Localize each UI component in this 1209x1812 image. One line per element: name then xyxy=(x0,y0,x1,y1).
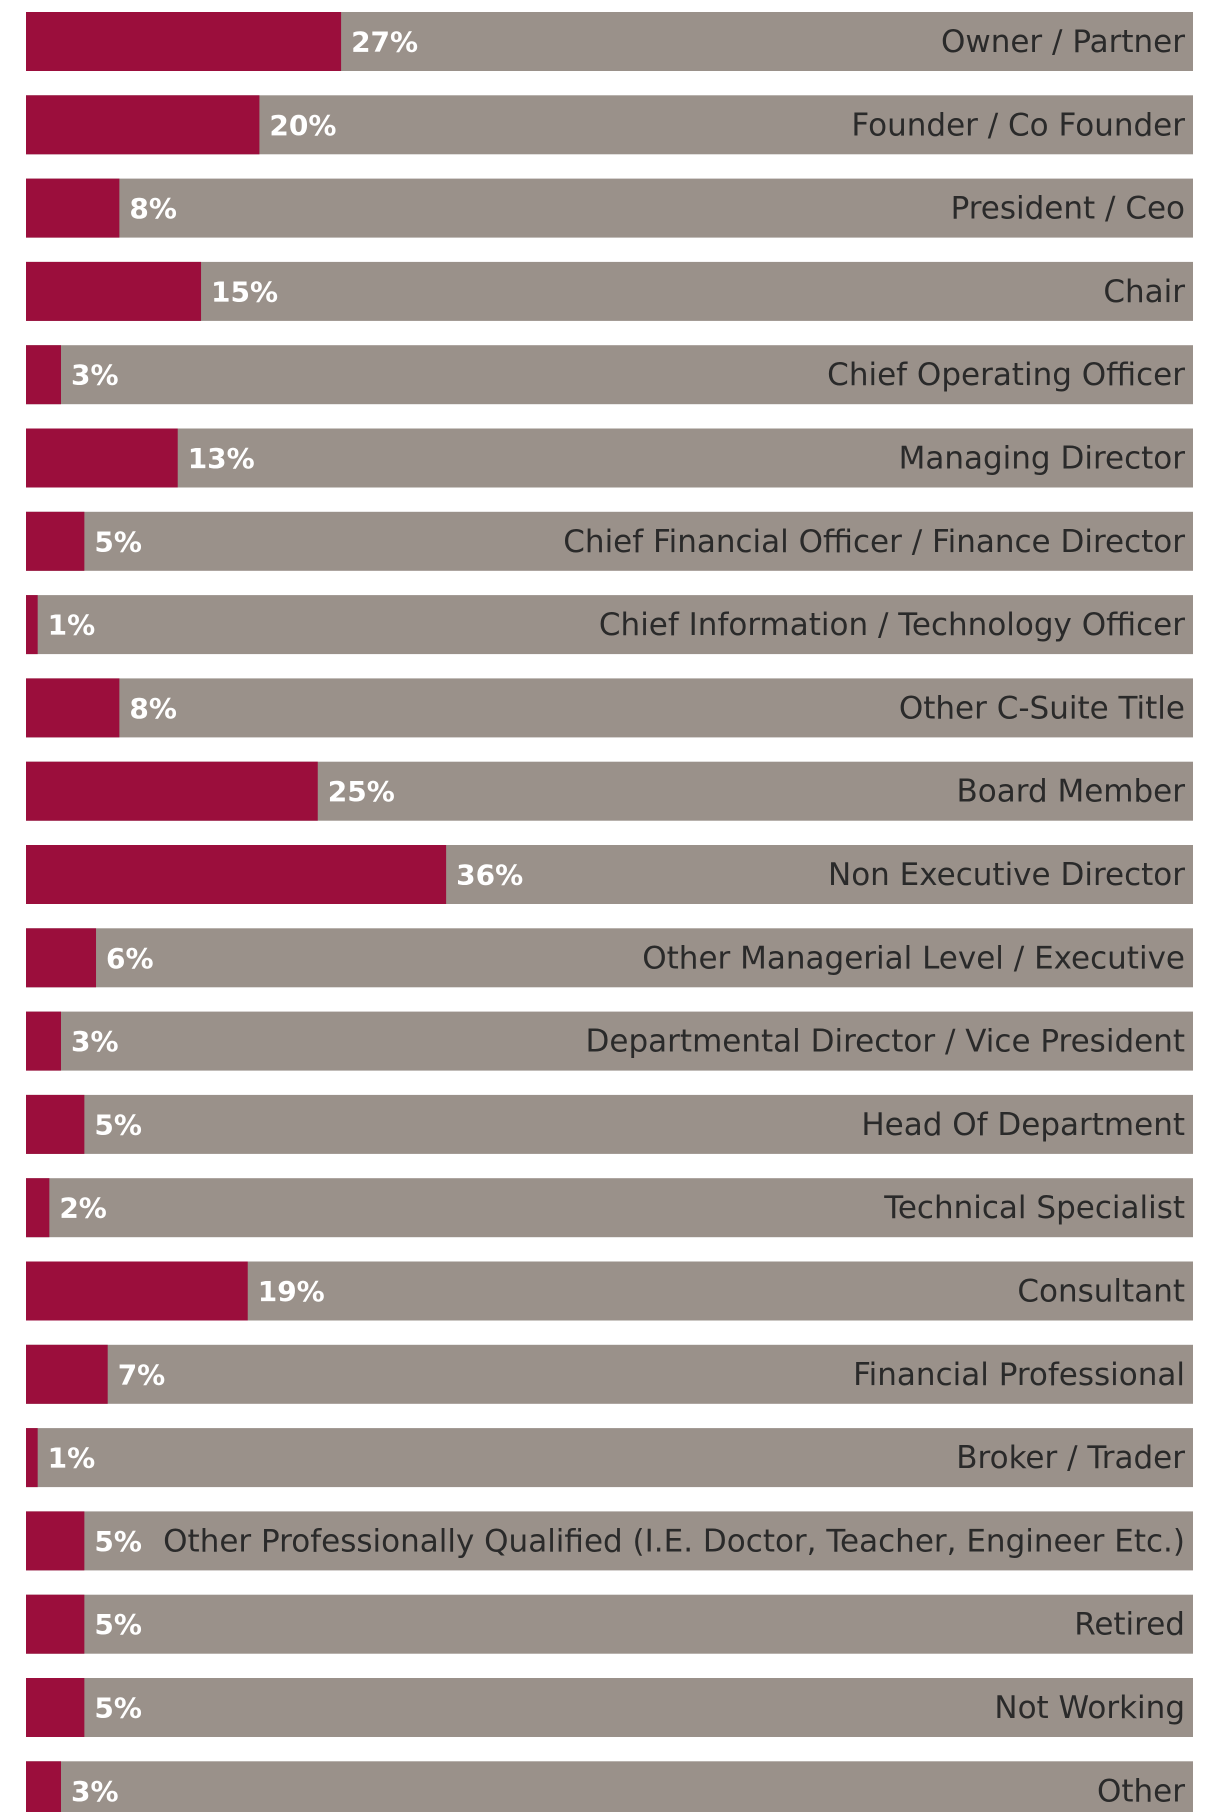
category-label: Departmental Director / Vice President xyxy=(586,1024,1185,1060)
category-label: Not Working xyxy=(994,1690,1185,1726)
value-label: 3% xyxy=(71,359,119,392)
bar xyxy=(26,1594,85,1654)
bar-track xyxy=(26,345,1193,405)
category-label: Financial Professional xyxy=(853,1357,1185,1393)
bar-track xyxy=(26,178,1193,238)
bar xyxy=(26,345,62,405)
value-label: 2% xyxy=(59,1192,107,1225)
value-label: 6% xyxy=(106,942,154,975)
bar xyxy=(26,1011,62,1071)
bar xyxy=(26,261,202,321)
value-label: 15% xyxy=(211,275,278,308)
category-label: Owner / Partner xyxy=(941,24,1185,60)
category-label: Chief Information / Technology Officer xyxy=(599,607,1185,643)
category-label: Non Executive Director xyxy=(828,857,1185,893)
value-label: 5% xyxy=(94,1108,142,1141)
bar-track xyxy=(26,1344,1193,1404)
value-label: 25% xyxy=(328,775,395,808)
category-label: Chair xyxy=(1103,274,1185,310)
bar-track xyxy=(26,1594,1193,1654)
category-label: Other Professionally Qualified (I.E. Doc… xyxy=(163,1523,1185,1559)
bar xyxy=(26,761,318,821)
category-label: Retired xyxy=(1074,1607,1185,1643)
bar xyxy=(26,1761,62,1812)
bar xyxy=(26,1261,248,1321)
bar-track xyxy=(26,928,1193,988)
bar xyxy=(26,1678,85,1737)
bar-track xyxy=(26,1511,1193,1571)
bar-track xyxy=(26,1178,1193,1238)
value-label: 1% xyxy=(48,1442,96,1475)
bar xyxy=(26,928,97,988)
value-label: 20% xyxy=(269,109,336,142)
category-label: Consultant xyxy=(1017,1274,1185,1310)
bar-track xyxy=(26,511,1193,571)
bar xyxy=(26,95,260,155)
category-label: Other C-Suite Title xyxy=(899,690,1185,726)
bar xyxy=(26,1511,85,1571)
bar-track xyxy=(26,595,1193,655)
bar xyxy=(26,511,85,571)
value-label: 3% xyxy=(71,1775,119,1808)
value-label: 5% xyxy=(94,1525,142,1558)
category-label: Other Managerial Level / Executive xyxy=(642,940,1185,976)
value-label: 3% xyxy=(71,1025,119,1058)
category-label: Broker / Trader xyxy=(956,1440,1185,1476)
bar-track xyxy=(26,1678,1193,1737)
bar-track xyxy=(26,1761,1193,1812)
category-label: Chief Financial Officer / Finance Direct… xyxy=(563,524,1185,560)
bar-track xyxy=(26,678,1193,738)
bar-track xyxy=(26,1428,1193,1488)
value-label: 27% xyxy=(351,26,418,59)
value-label: 8% xyxy=(129,692,177,725)
value-label: 13% xyxy=(188,442,255,475)
bar xyxy=(26,678,120,738)
bar-track xyxy=(26,428,1193,488)
category-label: Chief Operating Officer xyxy=(827,357,1185,393)
bar xyxy=(26,1344,108,1404)
bar xyxy=(26,1428,38,1488)
bar xyxy=(26,1094,85,1154)
value-label: 8% xyxy=(129,192,177,225)
bar xyxy=(26,428,178,488)
category-label: Head Of Department xyxy=(861,1107,1185,1143)
category-label: President / Ceo xyxy=(951,191,1185,227)
value-label: 36% xyxy=(456,859,523,892)
value-label: 1% xyxy=(48,609,96,642)
bar xyxy=(26,12,342,71)
bar xyxy=(26,595,38,655)
bar-track xyxy=(26,261,1193,321)
category-label: Founder / Co Founder xyxy=(851,107,1185,143)
category-label: Technical Specialist xyxy=(883,1190,1185,1226)
bar xyxy=(26,845,447,904)
value-label: 7% xyxy=(118,1358,166,1391)
category-label: Other xyxy=(1097,1773,1185,1809)
value-label: 5% xyxy=(94,1692,142,1725)
bar-track xyxy=(26,1011,1193,1071)
bar xyxy=(26,178,120,238)
category-label: Managing Director xyxy=(899,441,1186,477)
value-label: 5% xyxy=(94,1608,142,1641)
bar-track xyxy=(26,1094,1193,1154)
value-label: 5% xyxy=(94,525,142,558)
bar xyxy=(26,1178,50,1238)
value-label: 19% xyxy=(258,1275,325,1308)
category-label: Board Member xyxy=(957,774,1186,810)
